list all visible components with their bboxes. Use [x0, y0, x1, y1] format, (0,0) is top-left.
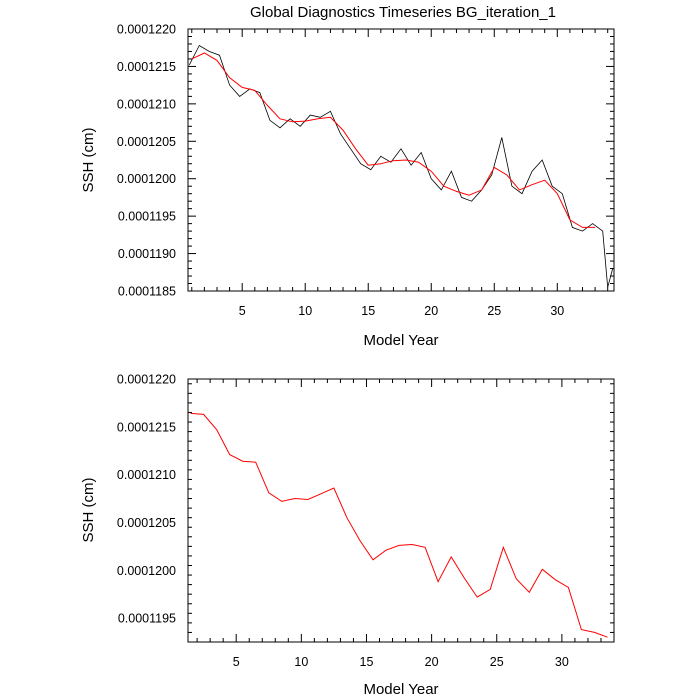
bottom-x-axis-label: Model Year — [363, 681, 438, 698]
series-line-monthly — [188, 44, 614, 288]
x-tick-label: 15 — [361, 304, 375, 318]
y-tick-label: 0.0001195 — [118, 612, 176, 626]
x-tick-label: 5 — [239, 304, 246, 318]
top-series — [188, 44, 614, 288]
y-tick-label: 0.0001205 — [117, 516, 176, 530]
x-tick-label: 25 — [487, 304, 501, 318]
x-tick-label: 15 — [360, 655, 374, 669]
series-line-running-mean — [191, 52, 596, 228]
x-tick-label: 10 — [298, 304, 312, 318]
y-tick-label: 0.0001220 — [117, 373, 176, 387]
y-tick-label: 0.0001215 — [117, 60, 176, 74]
bottom-series — [190, 412, 608, 638]
bottom-panel: 5 10 15 20 25 30 0.00011950.00012000.00012050… — [80, 373, 615, 698]
top-x-ticks: 5 10 15 20 25 30 — [191, 29, 609, 318]
y-tick-label: 0.0001200 — [117, 564, 176, 578]
y-tick-label: 0.0001195 — [118, 210, 176, 224]
x-tick-label: 20 — [424, 304, 438, 318]
y-tick-label: 0.0001190 — [118, 247, 176, 261]
x-tick-label: 20 — [425, 655, 439, 669]
y-tick-label: 0.0001220 — [117, 23, 176, 37]
x-tick-label: 25 — [490, 655, 504, 669]
y-tick-label: 0.0001200 — [117, 172, 176, 186]
bottom-y-ticks: 0.0001195 0.0001200 0.0001205 0.0001210 0.00… — [117, 373, 614, 643]
y-tick-label: 0.0001215 — [117, 420, 176, 434]
y-tick-label: 0.0001210 — [117, 97, 176, 111]
top-plot-frame — [187, 28, 615, 292]
top-y-axis-label: SSH (cm) — [80, 128, 97, 193]
bottom-x-ticks: 5 10 15 20 25 30 — [196, 379, 615, 669]
bottom-plot-frame — [187, 378, 615, 643]
bottom-y-axis-label: SSH (cm) — [80, 478, 97, 543]
series-line-annual-mean — [190, 412, 608, 638]
top-x-axis-label: Model Year — [363, 332, 438, 349]
chart-title: Global Diagnostics Timeseries BG_iterati… — [250, 4, 556, 21]
x-tick-label: 30 — [550, 304, 564, 318]
top-y-ticks: 0.0001185 0.0001190 0.0001195 0.0001200 0.00… — [117, 23, 614, 299]
top-panel: 5 10 15 20 25 30 0.00011850.00011900.00011950… — [80, 23, 615, 349]
x-tick-label: 10 — [294, 655, 308, 669]
x-tick-label: 5 — [233, 655, 240, 669]
y-tick-label: 0.0001185 — [118, 285, 176, 299]
y-tick-label: 0.0001205 — [117, 135, 176, 149]
x-tick-label: 30 — [555, 655, 569, 669]
y-tick-label: 0.0001210 — [117, 468, 176, 482]
